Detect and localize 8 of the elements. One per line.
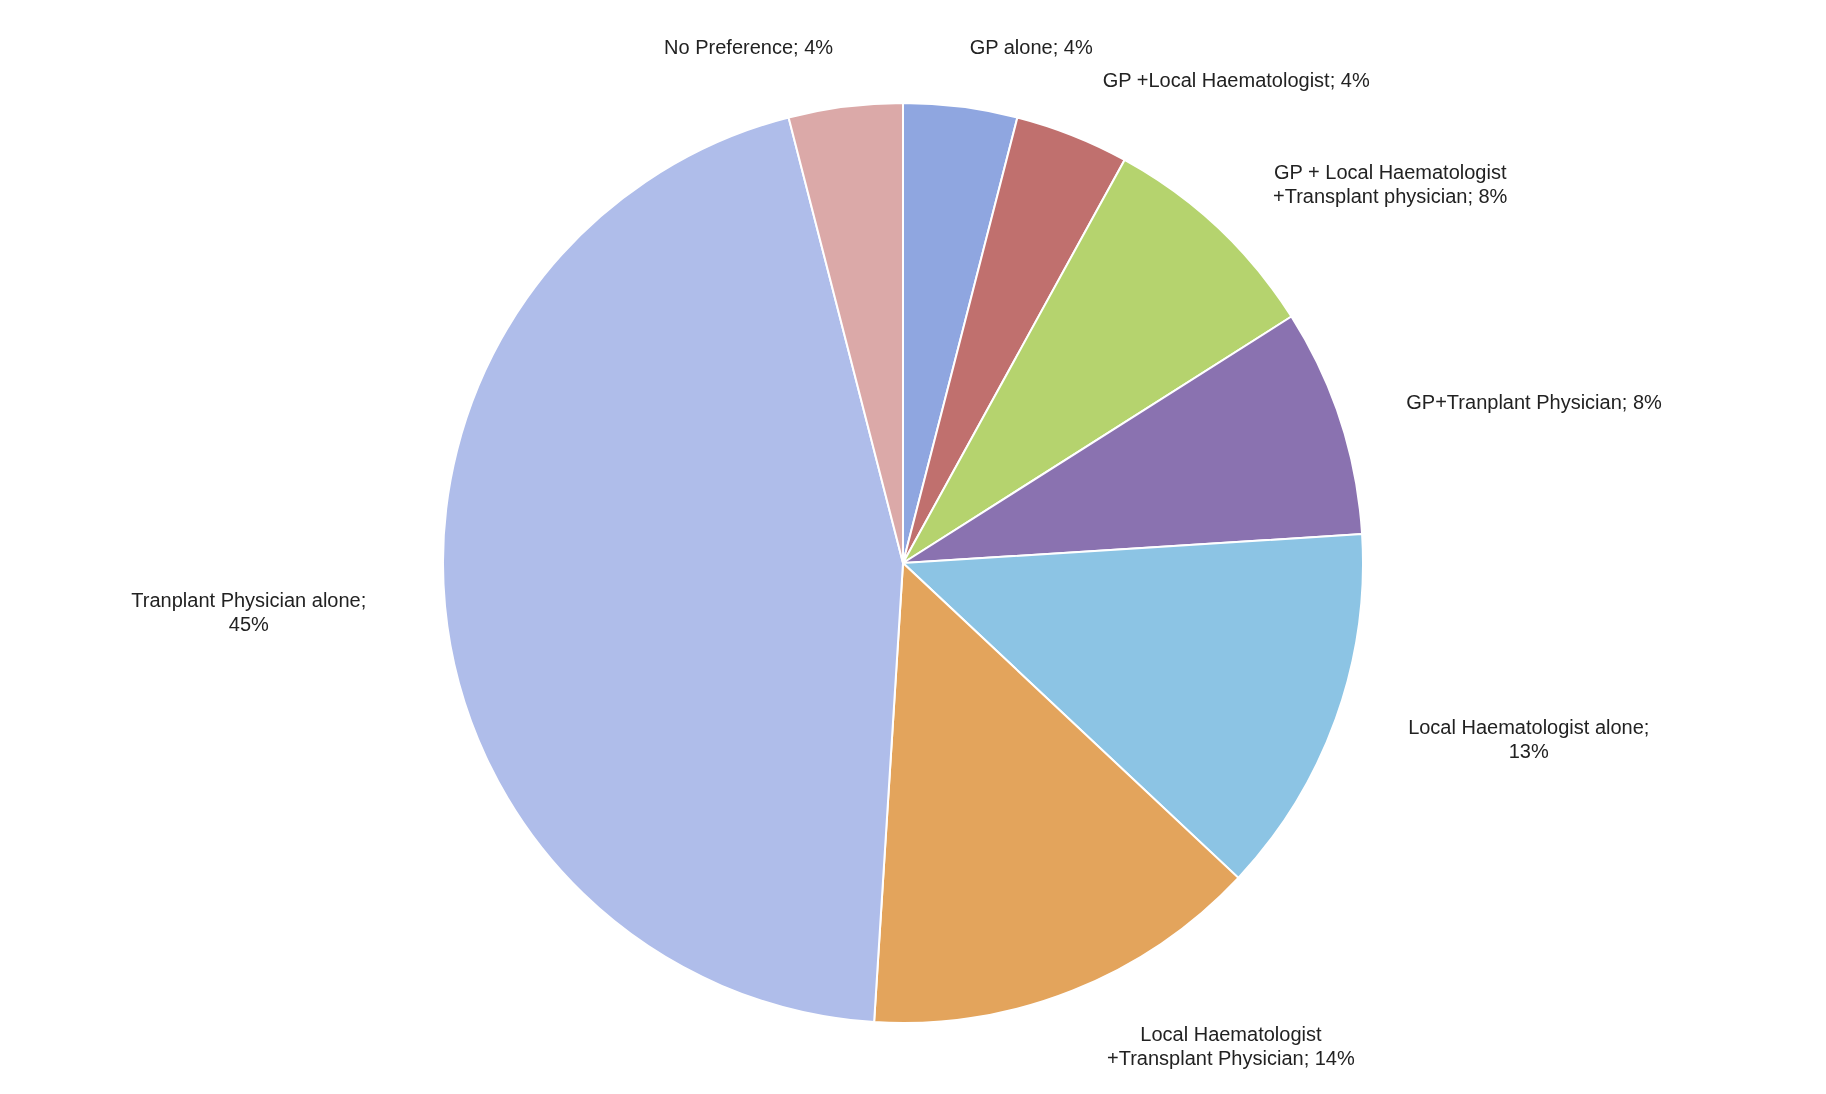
- slice-label: Local Haematologist alone; 13%: [1408, 716, 1650, 763]
- slice-label: Local Haematologist +Transplant Physician; 14%: [1107, 1023, 1355, 1070]
- slice-label: GP + Local Haematologist +Transplant physician; 8%: [1273, 160, 1508, 207]
- slice-label: No Preference; 4%: [664, 36, 834, 59]
- slice-label: GP+Tranplant Physician; 8%: [1406, 391, 1663, 414]
- slice-label: Tranplant Physician alone; 45%: [131, 588, 367, 635]
- slice-label: GP alone; 4%: [969, 36, 1093, 59]
- slice-label: GP +Local Haematologist; 4%: [1102, 68, 1370, 91]
